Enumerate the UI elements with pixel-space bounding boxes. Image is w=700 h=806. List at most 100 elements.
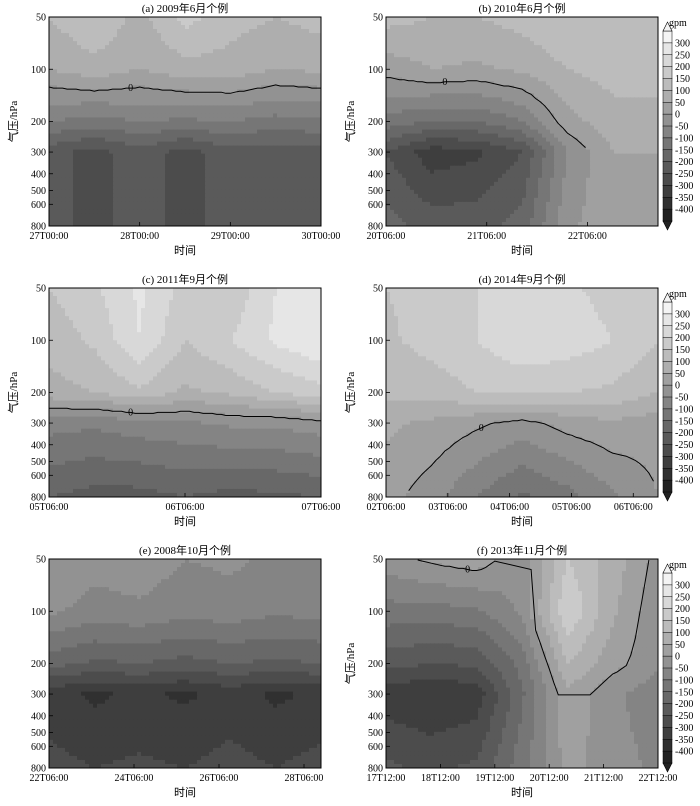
heatmap-cell	[418, 81, 423, 86]
heatmap-cell	[101, 93, 106, 98]
heatmap-cell	[474, 45, 479, 50]
heatmap-cell	[105, 157, 110, 163]
heatmap-cell	[109, 213, 114, 219]
heatmap-cell	[269, 85, 274, 90]
heatmap-cell	[610, 29, 615, 34]
heatmap-cell	[558, 41, 563, 46]
heatmap-cell	[261, 29, 266, 34]
heatmap-cell	[65, 153, 70, 159]
heatmap-cell	[97, 133, 102, 139]
heatmap-cell	[638, 25, 643, 30]
heatmap-cell	[153, 141, 158, 147]
heatmap-cell	[273, 53, 278, 58]
heatmap-cell	[189, 193, 194, 199]
heatmap-cell	[506, 17, 511, 22]
y-tick-label: 600	[31, 200, 46, 211]
heatmap-cell	[169, 49, 174, 54]
heatmap-cell	[161, 21, 166, 26]
heatmap-cell	[77, 205, 82, 211]
heatmap-cell	[93, 89, 98, 94]
heatmap-cell	[193, 161, 198, 167]
heatmap-cell	[646, 17, 651, 22]
heatmap-cell	[53, 93, 58, 98]
heatmap-cell	[526, 89, 531, 94]
heatmap-cell	[293, 33, 298, 38]
heatmap-cell	[69, 65, 74, 70]
heatmap-cell	[225, 141, 230, 147]
heatmap-cell	[117, 125, 122, 131]
heatmap-cell	[526, 69, 531, 74]
heatmap-cell	[181, 85, 186, 90]
heatmap-cell	[253, 61, 258, 66]
heatmap-cell	[69, 101, 74, 107]
heatmap-cell	[265, 73, 270, 78]
heatmap-cell	[81, 137, 86, 143]
heatmap-cell	[630, 53, 635, 58]
heatmap-cell	[141, 21, 146, 26]
heatmap-cell	[265, 165, 270, 171]
heatmap-cell	[193, 145, 198, 151]
heatmap-cell	[289, 149, 294, 155]
heatmap-cell	[225, 81, 230, 86]
heatmap-cell	[642, 85, 647, 90]
heatmap-cell	[129, 185, 134, 191]
heatmap-cell	[566, 29, 571, 34]
heatmap-cell	[301, 77, 306, 82]
heatmap-cell	[117, 129, 122, 135]
heatmap-cell	[418, 73, 423, 78]
heatmap-cell	[277, 81, 282, 86]
heatmap-cell	[257, 141, 262, 147]
heatmap-cell	[438, 69, 443, 74]
heatmap-cell	[602, 49, 607, 54]
heatmap-cell	[89, 77, 94, 82]
heatmap-cell	[297, 97, 302, 102]
heatmap-cell	[121, 145, 126, 151]
heatmap-cell	[225, 49, 230, 54]
heatmap-cell	[77, 173, 82, 179]
heatmap-cell	[506, 57, 511, 62]
heatmap-cell	[434, 41, 439, 46]
heatmap-cell	[101, 185, 106, 191]
heatmap-cell	[113, 21, 118, 26]
heatmap-cell	[301, 153, 306, 159]
heatmap-cell	[169, 173, 174, 179]
heatmap-cell	[201, 169, 206, 175]
heatmap-cell	[654, 25, 658, 30]
heatmap-cell	[422, 53, 427, 58]
heatmap-cell	[598, 37, 603, 42]
heatmap-cell	[145, 113, 150, 119]
heatmap-cell	[269, 121, 274, 127]
heatmap-cell	[281, 101, 286, 107]
heatmap-cell	[269, 73, 274, 78]
heatmap-cell	[109, 77, 114, 82]
heatmap-cell	[117, 193, 122, 199]
heatmap-cell	[554, 77, 559, 82]
heatmap-cell	[73, 81, 78, 86]
heatmap-cell	[285, 113, 290, 119]
heatmap-cell	[205, 97, 210, 102]
heatmap-cell	[137, 49, 142, 54]
heatmap-cell	[73, 57, 78, 62]
heatmap-cell	[177, 153, 182, 159]
heatmap-cell	[137, 21, 142, 26]
heatmap-cell	[141, 113, 146, 119]
heatmap-cell	[161, 93, 166, 98]
heatmap-cell	[277, 129, 282, 135]
heatmap-cell	[201, 25, 206, 30]
heatmap-cell	[241, 137, 246, 143]
heatmap-cell	[85, 177, 90, 183]
heatmap-cell	[73, 145, 78, 151]
heatmap-cell	[153, 25, 158, 30]
heatmap-cell	[426, 41, 431, 46]
heatmap-cell	[49, 93, 54, 98]
heatmap-cell	[209, 85, 214, 90]
heatmap-cell	[165, 41, 170, 46]
heatmap-cell	[149, 73, 154, 78]
heatmap-cell	[414, 29, 419, 34]
heatmap-cell	[73, 201, 78, 207]
heatmap-cell	[418, 61, 423, 66]
heatmap-cell	[257, 193, 262, 199]
heatmap-cell	[129, 217, 134, 223]
heatmap-cell	[173, 57, 178, 62]
heatmap-cell	[65, 29, 70, 34]
